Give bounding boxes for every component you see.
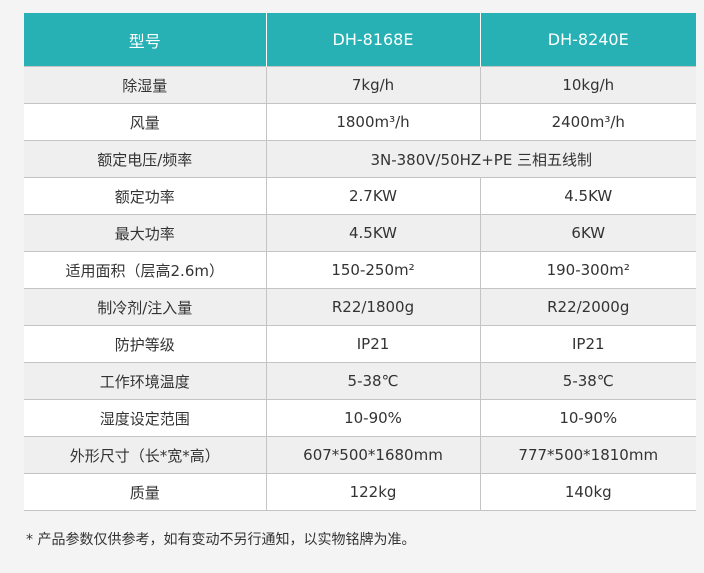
table-row: 湿度设定范围 10-90% 10-90% bbox=[24, 399, 696, 437]
model-b-value: 4.5KW bbox=[479, 177, 696, 215]
table-row: 适用面积（层高2.6m） 150-250m² 190-300m² bbox=[24, 251, 696, 289]
model-b-value: 10kg/h bbox=[479, 66, 696, 104]
model-b-value: 5-38℃ bbox=[479, 362, 696, 400]
model-a-value: 5-38℃ bbox=[265, 362, 481, 400]
spec-table: 型号 DH-8168E DH-8240E 除湿量 7kg/h 10kg/h 风量… bbox=[24, 13, 696, 511]
model-b-value: IP21 bbox=[479, 325, 696, 363]
table-row: 额定功率 2.7KW 4.5KW bbox=[24, 177, 696, 215]
table-row: 防护等级 IP21 IP21 bbox=[24, 325, 696, 363]
footnote: * 产品参数仅供参考，如有变动不另行通知，以实物铭牌为准。 bbox=[26, 532, 416, 548]
model-b-value: 10-90% bbox=[479, 399, 696, 437]
model-b-value: 2400m³/h bbox=[479, 103, 696, 141]
table-row: 风量 1800m³/h 2400m³/h bbox=[24, 103, 696, 141]
model-a-value: 607*500*1680mm bbox=[265, 436, 481, 474]
table-row: 制冷剂/注入量 R22/1800g R22/2000g bbox=[24, 288, 696, 326]
row-label: 额定电压/频率 bbox=[24, 140, 267, 178]
row-label: 制冷剂/注入量 bbox=[24, 288, 267, 326]
row-label: 外形尺寸（长*宽*高） bbox=[24, 436, 267, 474]
model-b-value: R22/2000g bbox=[479, 288, 696, 326]
row-label: 工作环境温度 bbox=[24, 362, 267, 400]
header-model-a-cell: DH-8168E bbox=[265, 13, 480, 67]
header-row: 型号 DH-8168E DH-8240E bbox=[24, 13, 696, 67]
table-row: 外形尺寸（长*宽*高） 607*500*1680mm 777*500*1810m… bbox=[24, 436, 696, 474]
table-row: 工作环境温度 5-38℃ 5-38℃ bbox=[24, 362, 696, 400]
model-a-value: 2.7KW bbox=[265, 177, 481, 215]
model-a-value: 150-250m² bbox=[265, 251, 481, 289]
model-a-value: 122kg bbox=[265, 473, 481, 511]
merged-value: 3N-380V/50HZ+PE 三相五线制 bbox=[265, 140, 696, 178]
row-label: 防护等级 bbox=[24, 325, 267, 363]
model-b-value: 777*500*1810mm bbox=[479, 436, 696, 474]
table-row: 额定电压/频率 3N-380V/50HZ+PE 三相五线制 bbox=[24, 140, 696, 178]
model-a-value: 7kg/h bbox=[265, 66, 481, 104]
model-b-value: 190-300m² bbox=[479, 251, 696, 289]
row-label: 最大功率 bbox=[24, 214, 267, 252]
model-a-value: IP21 bbox=[265, 325, 481, 363]
row-label: 适用面积（层高2.6m） bbox=[24, 251, 267, 289]
table-body: 除湿量 7kg/h 10kg/h 风量 1800m³/h 2400m³/h 额定… bbox=[24, 66, 696, 511]
model-b-value: 6KW bbox=[479, 214, 696, 252]
table-header: 型号 DH-8168E DH-8240E bbox=[24, 13, 696, 67]
row-label: 额定功率 bbox=[24, 177, 267, 215]
model-a-value: R22/1800g bbox=[265, 288, 481, 326]
model-a-value: 10-90% bbox=[265, 399, 481, 437]
row-label: 质量 bbox=[24, 473, 267, 511]
table-row: 最大功率 4.5KW 6KW bbox=[24, 214, 696, 252]
table-row: 质量 122kg 140kg bbox=[24, 473, 696, 511]
header-model-b-cell: DH-8240E bbox=[479, 13, 696, 67]
model-a-value: 1800m³/h bbox=[265, 103, 481, 141]
table-row: 除湿量 7kg/h 10kg/h bbox=[24, 66, 696, 104]
row-label: 除湿量 bbox=[24, 66, 267, 104]
model-b-value: 140kg bbox=[479, 473, 696, 511]
model-a-value: 4.5KW bbox=[265, 214, 481, 252]
row-label: 湿度设定范围 bbox=[24, 399, 267, 437]
row-label: 风量 bbox=[24, 103, 267, 141]
header-label-cell: 型号 bbox=[24, 13, 266, 67]
